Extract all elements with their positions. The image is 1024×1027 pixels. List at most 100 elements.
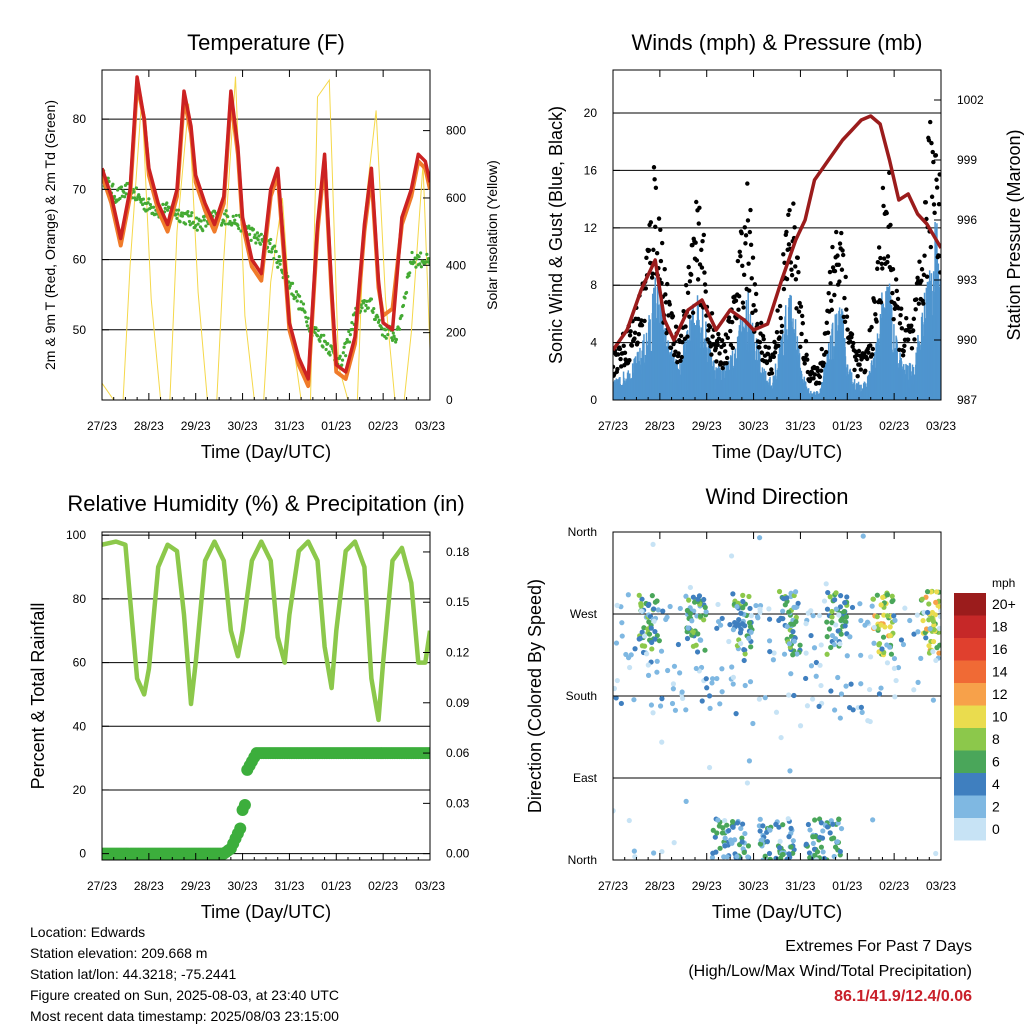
gust-point (705, 337, 710, 342)
gust-point (919, 267, 925, 272)
series-solar-insolation (102, 76, 430, 400)
direction-point (698, 637, 704, 643)
direction-point (654, 658, 660, 664)
y-tick-label: 60 (73, 253, 87, 267)
direction-point (645, 662, 651, 668)
gust-point (876, 245, 882, 250)
direction-point (858, 652, 864, 658)
panel-3: 27/23 28/23 29/23 30/23 31/23 01/23 02/23 03/23… (28, 491, 470, 922)
gust-point (699, 247, 704, 253)
gust-point (874, 319, 879, 324)
x-tick-label: 29/23 (692, 879, 722, 893)
gust-point (700, 239, 705, 244)
direction-point (717, 701, 723, 707)
gust-point (738, 253, 743, 259)
gust-point (899, 326, 905, 331)
dewpoint-point (294, 295, 298, 299)
direction-point (778, 734, 784, 741)
dewpoint-point (151, 205, 156, 209)
gust-point (740, 263, 745, 269)
gust-point (621, 343, 626, 349)
direction-point (746, 593, 752, 600)
gust-point (827, 269, 833, 275)
direction-point (805, 610, 811, 616)
direction-point (803, 675, 809, 682)
station-info: Location: Edwards Station elevation: 209… (30, 922, 339, 1027)
direction-point (803, 650, 809, 656)
gust-point (693, 240, 698, 245)
gust-point (793, 264, 798, 269)
direction-point (748, 644, 754, 650)
direction-point (824, 619, 830, 625)
gust-point (836, 262, 841, 267)
direction-point (878, 685, 884, 691)
direction-point (813, 659, 819, 666)
y-tick-label: North (568, 525, 597, 539)
dewpoint-point (294, 290, 299, 294)
dewpoint-point (118, 196, 122, 201)
direction-point (753, 602, 759, 609)
y-tick-label: North (568, 853, 597, 867)
dewpoint-point (176, 208, 181, 212)
gust-point (799, 313, 805, 319)
direction-point (741, 647, 747, 653)
gust-point (745, 181, 750, 186)
gust-point (777, 303, 783, 309)
dewpoint-point (322, 333, 326, 337)
dewpoint-point (256, 238, 260, 242)
direction-point (776, 617, 782, 623)
y-tick-label: 0 (590, 393, 597, 407)
direction-point (820, 828, 826, 834)
direction-point (818, 844, 824, 850)
direction-point (813, 833, 819, 840)
direction-point (926, 643, 932, 649)
direction-point (641, 625, 647, 631)
dewpoint-point (137, 195, 142, 199)
direction-point (838, 631, 844, 637)
gust-point (893, 277, 899, 282)
gust-point (929, 140, 934, 146)
gust-point (829, 298, 834, 303)
gust-point (878, 300, 884, 305)
dewpoint-point (342, 345, 346, 349)
direction-point (832, 707, 838, 713)
direction-point (744, 780, 751, 786)
gust-point (798, 304, 804, 309)
direction-point (902, 605, 908, 611)
dewpoint-point (147, 197, 151, 201)
direction-point (837, 848, 843, 855)
direction-point (843, 683, 849, 689)
dewpoint-point (249, 238, 253, 242)
dewpoint-point (251, 227, 256, 231)
dewpoint-point (248, 232, 252, 236)
direction-point (651, 606, 657, 612)
gust-point (852, 367, 857, 373)
direction-point (704, 685, 710, 691)
y-tick-label: West (570, 607, 598, 621)
gust-point (909, 346, 915, 351)
direction-point (833, 622, 839, 628)
dewpoint-point (272, 244, 277, 248)
dewpoint-point (412, 260, 416, 264)
direction-point (824, 606, 831, 612)
direction-point (665, 667, 671, 674)
gust-point (834, 229, 839, 235)
direction-point (780, 608, 786, 614)
gust-point (779, 329, 784, 335)
dewpoint-point (419, 251, 423, 255)
direction-point (680, 695, 686, 701)
gust-point (789, 272, 795, 278)
direction-point (790, 629, 796, 635)
dewpoint-point (340, 358, 345, 362)
gust-point (653, 185, 659, 190)
y-tick-label: 70 (73, 182, 87, 196)
y2-axis-label: Station Pressure (Maroon) (1004, 129, 1024, 340)
direction-point (835, 674, 841, 681)
direction-point (808, 663, 815, 669)
direction-point (887, 644, 893, 650)
colorbar-label: 16 (992, 641, 1008, 657)
direction-point (728, 553, 735, 559)
direction-point (724, 822, 730, 828)
gust-point (830, 244, 835, 250)
direction-point (784, 623, 790, 630)
